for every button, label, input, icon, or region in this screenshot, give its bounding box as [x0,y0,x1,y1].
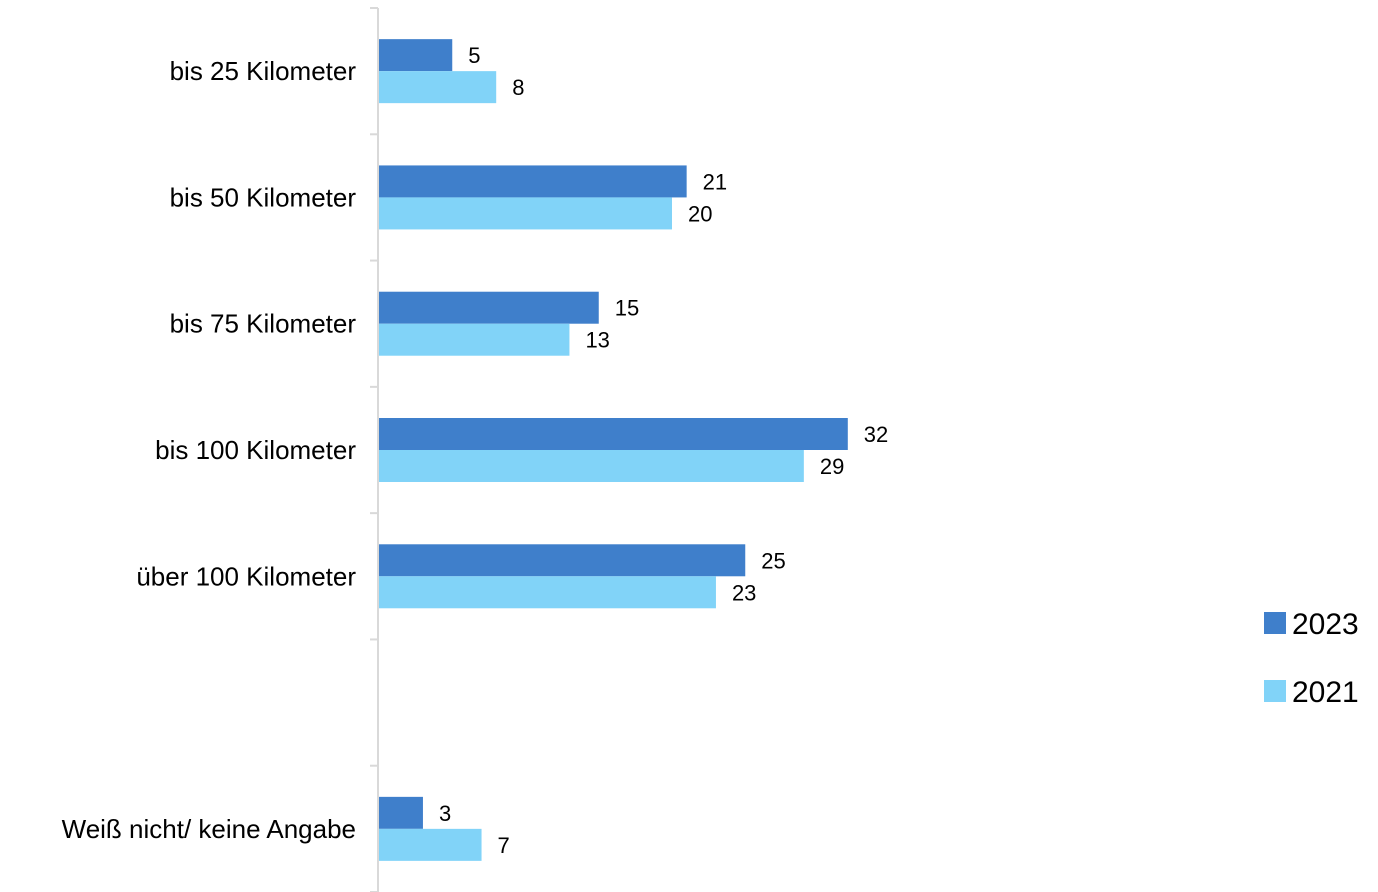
bar-2021 [379,197,672,230]
bar-2021 [379,450,804,482]
category-label: bis 100 Kilometer [155,435,356,465]
data-label: 25 [761,548,785,573]
category-label: bis 50 Kilometer [170,182,357,212]
bar-2023 [379,418,848,450]
data-label: 3 [439,801,451,826]
category-label: über 100 Kilometer [136,561,356,591]
category-label: bis 25 Kilometer [170,56,357,86]
data-label: 21 [703,169,727,194]
bar-2023 [379,291,599,324]
data-label: 8 [512,75,524,100]
data-label: 7 [498,833,510,858]
bar-2023 [379,39,453,72]
data-label: 5 [468,43,480,68]
data-label: 32 [864,422,888,447]
data-label: 20 [688,201,712,226]
bar-2021 [379,828,482,861]
legend-swatch [1264,680,1286,702]
data-label: 29 [820,454,844,479]
legend-swatch [1264,612,1286,634]
bar-2021 [379,576,716,609]
bar-2023 [379,165,687,198]
category-label: Weiß nicht/ keine Angabe [62,814,356,844]
legend-label: 2023 [1292,608,1359,641]
bar-2023 [379,544,746,577]
bar-2021 [379,71,497,104]
bar-2023 [379,796,423,829]
bar-2021 [379,323,570,356]
data-label: 15 [615,296,639,321]
legend-label: 2021 [1292,676,1359,709]
data-label: 13 [585,328,609,353]
category-label: bis 75 Kilometer [170,309,357,339]
data-label: 23 [732,580,756,605]
